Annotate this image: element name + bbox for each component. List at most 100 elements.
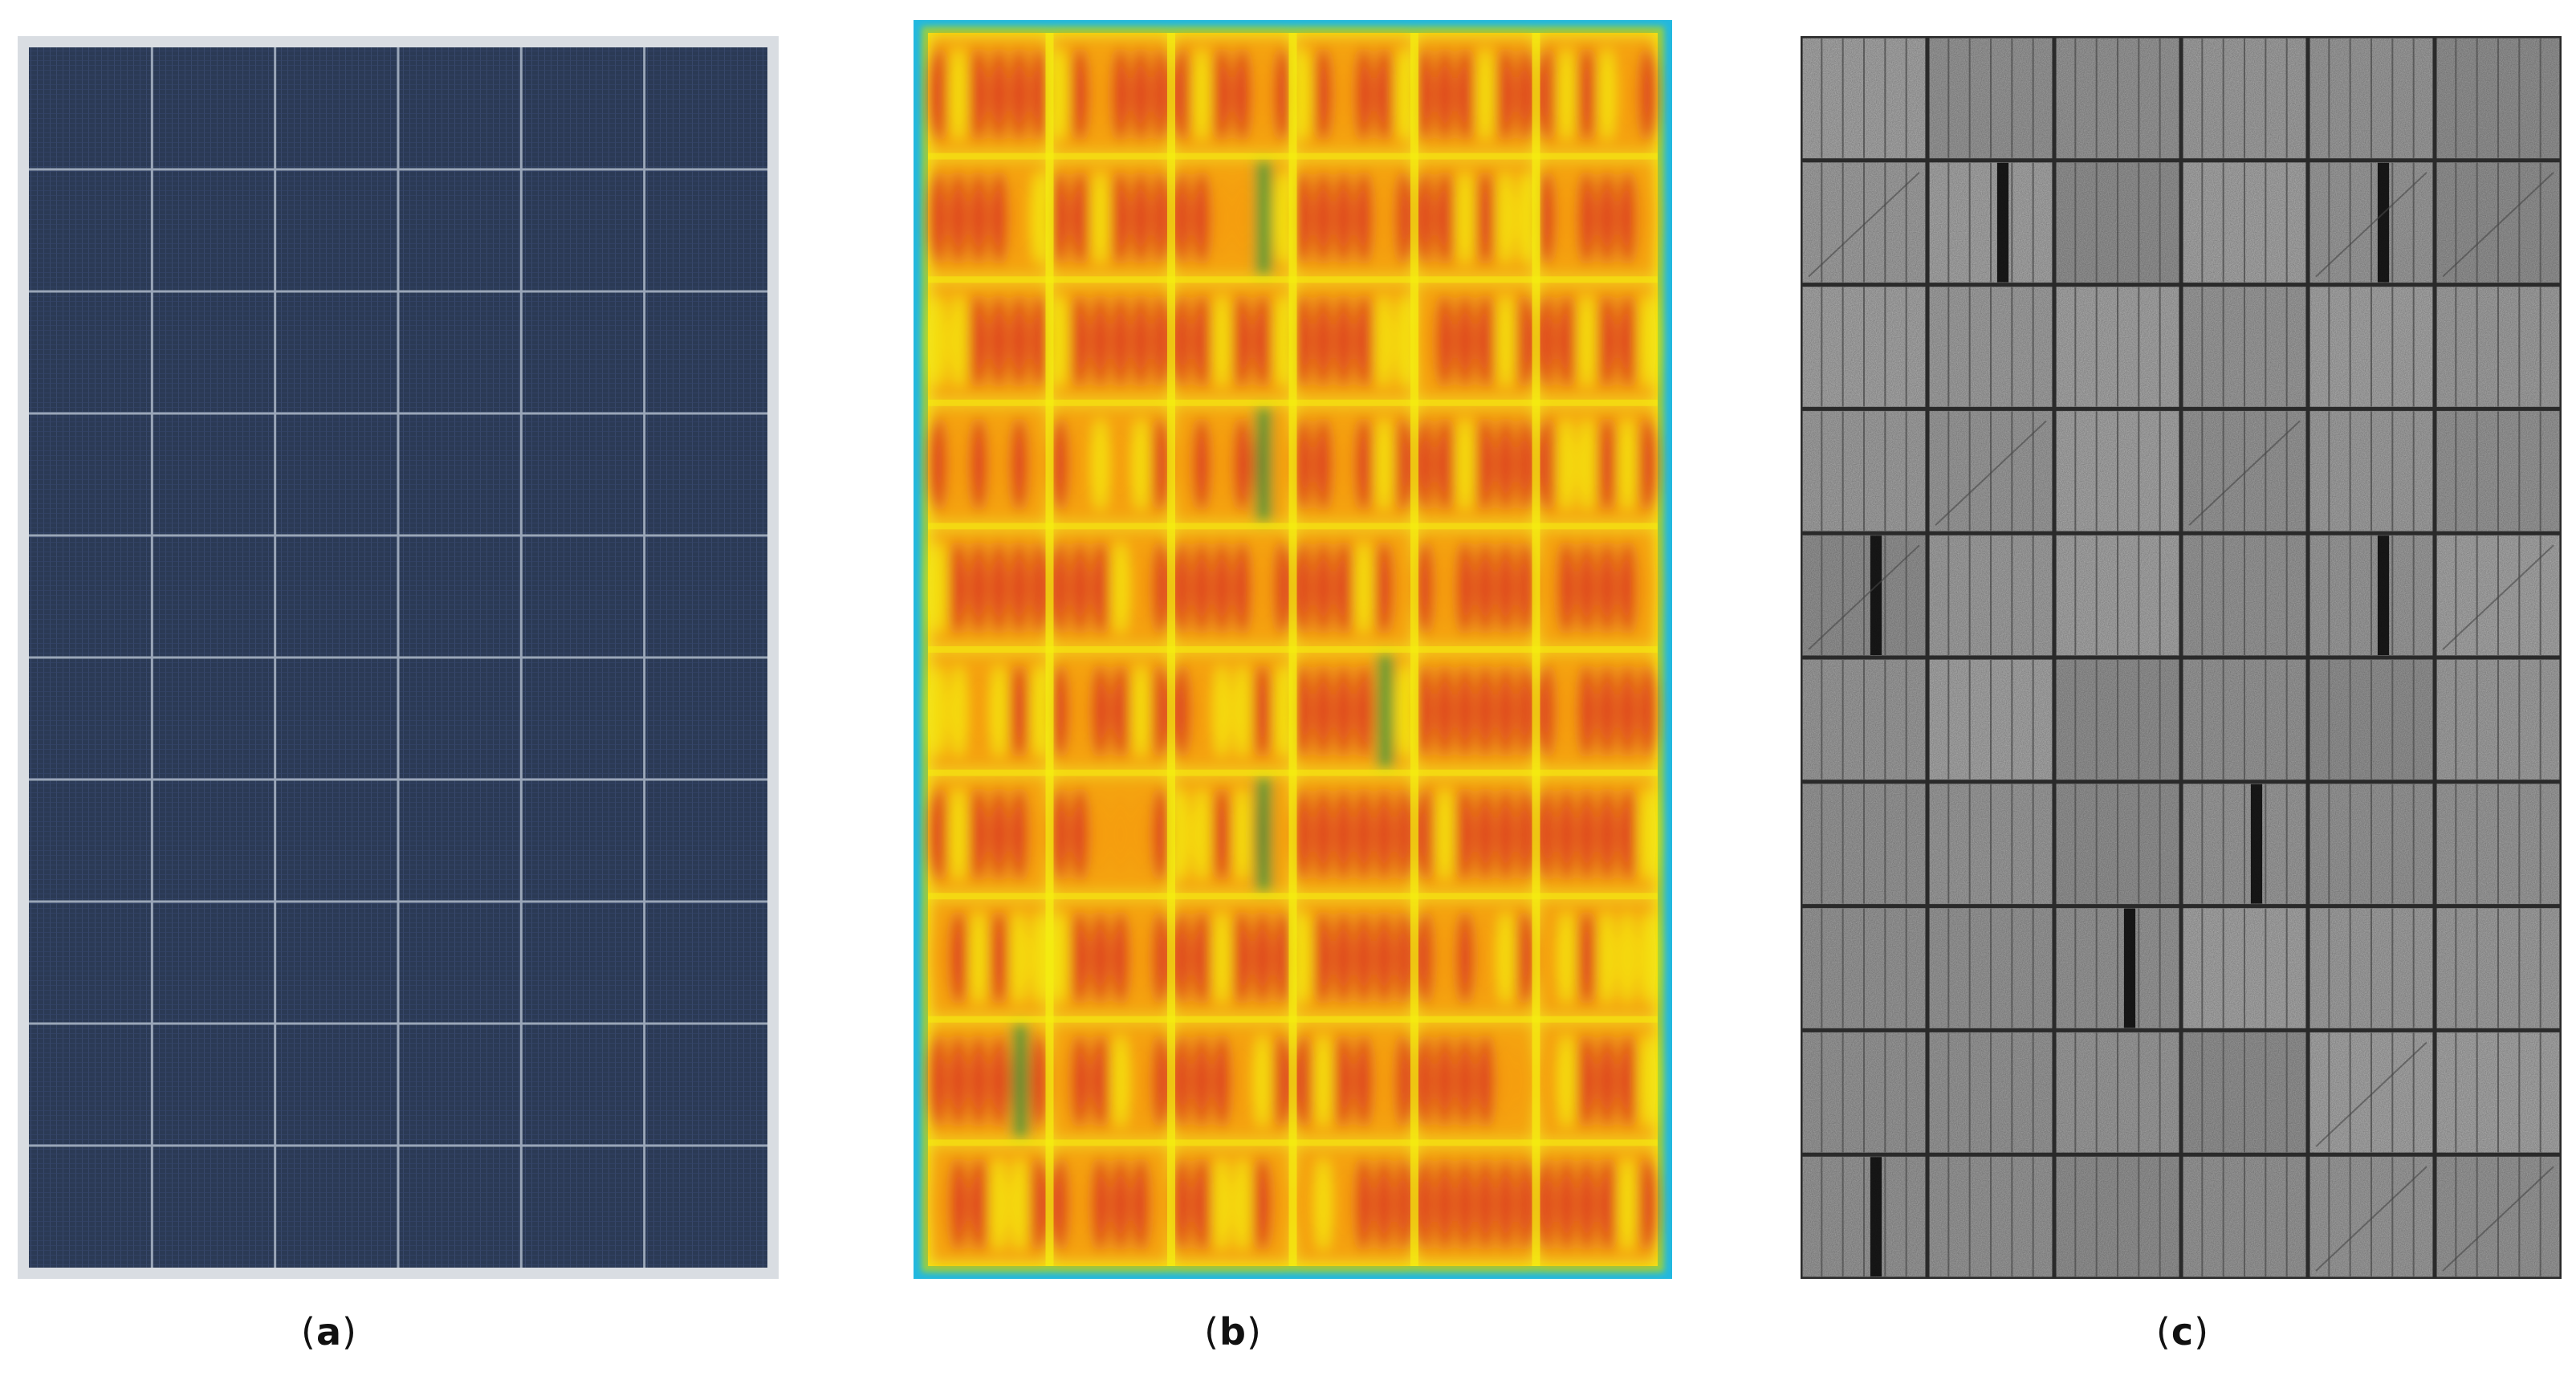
panel-b-hotstripe (1334, 540, 1353, 635)
panel-b-hotstripe (1132, 664, 1150, 759)
panel-b-hotstripe (1051, 1157, 1068, 1252)
caption-b: (b) (1204, 1310, 1262, 1354)
panel-b-hotstripe (1476, 664, 1495, 759)
panel-b-hotstripe (1253, 1034, 1272, 1128)
panel-b-hotstripe (1375, 47, 1393, 142)
panel-b-hotstripe (1456, 1157, 1474, 1252)
panel-b-hotstripe (970, 294, 987, 389)
panel-b-hotstripe (1314, 417, 1333, 511)
panel-b-hotstripe (1172, 1157, 1190, 1252)
panel-b-cell (1052, 899, 1168, 1016)
panel-b-hotstripe (1577, 788, 1596, 881)
panel-b-hotstripe (1112, 1034, 1129, 1128)
panel-b-cell (931, 1146, 1047, 1263)
panel-b-hotstripe (1274, 171, 1292, 265)
panel-b-hotstripe (1436, 417, 1454, 511)
panel-b-cell (931, 1022, 1047, 1140)
panel-b-hotstripe (1557, 294, 1576, 389)
panel-b-hotstripe (1193, 540, 1211, 635)
panel-a-cell-grid (29, 47, 767, 1268)
panel-b-hotstripe (990, 47, 1008, 142)
panel-b-hotstripe (1395, 664, 1414, 759)
panel-b-hotstripe (1132, 788, 1150, 881)
panel-b-hotstripe (1517, 1157, 1535, 1252)
panel-b-cell (1296, 1022, 1411, 1140)
panel-b-hotstripe (1213, 1157, 1231, 1252)
panel-b-hotstripe (1618, 417, 1636, 511)
panel-b-hotstripe (1314, 910, 1333, 1005)
panel-b-hotstripe (1598, 540, 1616, 635)
panel-b-hotstripe (950, 417, 967, 511)
panel-b-hotstripe (1476, 47, 1495, 142)
panel-b-hotstripe (1638, 1157, 1657, 1252)
panel-b-cell (1174, 776, 1290, 894)
panel-b-hotstripe (1172, 171, 1190, 265)
panel-b-cool-spot (1378, 654, 1393, 768)
panel-b-hotstripe (1091, 540, 1109, 635)
panel-b-cell (1539, 529, 1654, 646)
panel-b-hotstripe (1557, 171, 1576, 265)
panel-b-hotstripe (1213, 417, 1231, 511)
panel-b-hotstripe (1375, 540, 1393, 635)
panel-b-cell (1052, 283, 1168, 400)
panel-b-hotstripe (1193, 788, 1211, 881)
panel-b-cell (1418, 405, 1533, 523)
panel-b-hotstripe (1051, 171, 1068, 265)
panel-b-cell (1539, 1146, 1654, 1263)
panel-b-hotstripe (970, 788, 987, 881)
panel-b-hotstripe (1537, 1157, 1555, 1252)
panel-b-hotstripe (1294, 1157, 1312, 1252)
panel-b-hotstripe (1071, 1157, 1089, 1252)
panel-b-hotstripe (1598, 788, 1616, 881)
panel-b-hotstripe (1152, 47, 1170, 142)
panel-b-hotstripe (1375, 171, 1393, 265)
panel-b-cell (1296, 529, 1411, 646)
panel-b-hotstripe (1091, 171, 1109, 265)
panel-b-hotstripe (929, 1034, 947, 1128)
panel-b-hotstripe (929, 910, 947, 1005)
panel-b-hotstripe (1496, 910, 1515, 1005)
panel-b-hotstripe (1193, 294, 1211, 389)
panel-b-cell (931, 159, 1047, 277)
panel-b-hotstripe (1294, 1034, 1312, 1128)
panel-b-cell (1539, 1022, 1654, 1140)
panel-b-hotstripe (1152, 540, 1170, 635)
panel-b-hotstripe (1537, 664, 1555, 759)
panel-b-hotstripe (1618, 1034, 1636, 1128)
panel-b-hotstripe (1253, 1157, 1272, 1252)
panel-b-hotstripe (1334, 1034, 1353, 1128)
panel-b-hotstripe (1031, 171, 1048, 265)
panel-b-hotstripe (1415, 47, 1434, 142)
panel-b-hotstripe (1233, 1157, 1251, 1252)
panel-b-cell (1418, 529, 1533, 646)
panel-b-hotstripe (1456, 417, 1474, 511)
panel-b-cell (1174, 405, 1290, 523)
panel-b-hotstripe (1537, 1034, 1555, 1128)
panel-b-hotstripe (929, 47, 947, 142)
panel-b-hotstripe (1456, 47, 1474, 142)
panel-b-hotstripe (1051, 788, 1068, 881)
panel-b-hotstripe (1294, 47, 1312, 142)
panel-b-hotstripe (1213, 1034, 1231, 1128)
panel-b-hotstripe (1233, 788, 1251, 881)
panel-b-cell (1174, 1022, 1290, 1140)
panel-b-hotstripe (1638, 540, 1657, 635)
panel-b-hotstripe (1537, 788, 1555, 881)
panel-b-hotstripe (1557, 47, 1576, 142)
panel-b-hotstripe (1415, 417, 1434, 511)
panel-b-hotstripe (1355, 1157, 1373, 1252)
panel-b-hotstripe (929, 788, 947, 881)
panel-b-hotstripe (1415, 1157, 1434, 1252)
panel-b-hotstripe (1436, 788, 1454, 881)
panel-b-hotstripe (1577, 171, 1596, 265)
panel-b-hotstripe (1517, 664, 1535, 759)
panel-b-hotstripe (1213, 664, 1231, 759)
panel-c-cell-boundaries (1801, 36, 2562, 1279)
panel-b-hotstripe (1638, 910, 1657, 1005)
panel-b-hotstripe (1152, 1034, 1170, 1128)
panel-b-hotstripe (1132, 910, 1150, 1005)
panel-b-hotstripe (1395, 294, 1414, 389)
panel-b-hotstripe (1152, 664, 1170, 759)
panel-b-hotstripe (1132, 540, 1150, 635)
panel-b-cool-spot (1256, 161, 1272, 275)
